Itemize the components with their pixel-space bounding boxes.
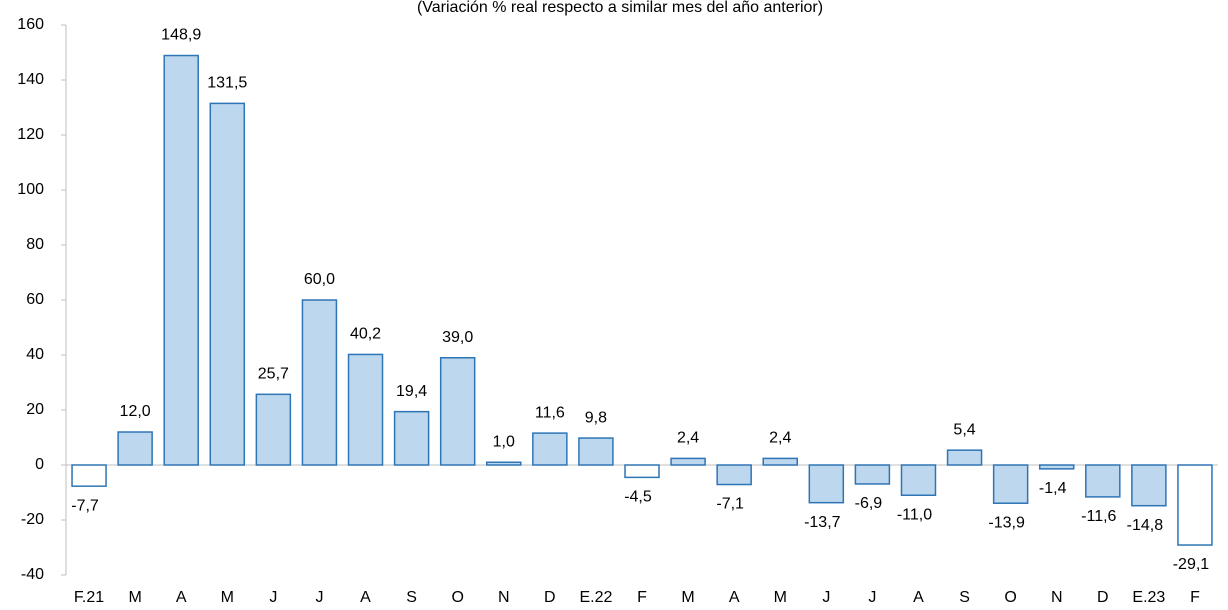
x-tick-label: J <box>315 589 323 606</box>
y-tick-label: 160 <box>17 16 44 33</box>
x-tick-label: N <box>1051 589 1063 606</box>
bar <box>117 431 153 466</box>
x-tick-label: M <box>221 589 234 606</box>
x-tick-label: M <box>774 589 787 606</box>
y-tick-label: 20 <box>26 401 44 418</box>
x-tick-label: J <box>868 589 876 606</box>
y-tick-label: 120 <box>17 126 44 143</box>
x-tick-label: M <box>128 589 141 606</box>
bar <box>532 432 568 466</box>
bar <box>670 457 706 466</box>
x-tick-label: S <box>959 589 970 606</box>
value-label: 12,0 <box>120 403 151 420</box>
value-label: 131,5 <box>207 75 247 92</box>
bar <box>163 54 199 466</box>
value-label: 19,4 <box>396 383 427 400</box>
bar <box>578 437 614 466</box>
value-label: 39,0 <box>442 329 473 346</box>
bar <box>946 449 983 466</box>
value-label: 60,0 <box>304 271 335 288</box>
x-tick-label: D <box>544 589 556 606</box>
value-label: -11,6 <box>1081 508 1116 525</box>
chart-subtitle: (Variación % real respecto a similar mes… <box>417 0 823 16</box>
bar <box>209 102 246 466</box>
x-tick-label: F <box>1190 589 1200 606</box>
x-tick-label: O <box>1004 589 1016 606</box>
value-label: -29,1 <box>1173 556 1210 573</box>
bar <box>762 457 798 466</box>
x-tick-label: A <box>176 589 187 606</box>
value-label: -1,4 <box>1039 480 1067 497</box>
value-label: -13,7 <box>804 514 841 531</box>
y-tick-label: 60 <box>26 291 44 308</box>
x-tick-label: A <box>360 589 371 606</box>
bar <box>900 464 937 496</box>
x-tick-label: F.21 <box>74 589 104 606</box>
value-label: 148,9 <box>161 27 201 44</box>
y-tick-label: 80 <box>26 236 44 253</box>
x-tick-label: A <box>729 589 740 606</box>
bar <box>716 464 752 486</box>
value-label: 11,6 <box>535 404 565 421</box>
value-label: -7,1 <box>716 496 744 513</box>
bar <box>1131 464 1167 507</box>
bar <box>71 464 107 487</box>
value-label: -14,8 <box>1127 517 1164 534</box>
bar <box>854 464 891 485</box>
bar <box>624 464 660 479</box>
y-tick-label: -20 <box>21 511 44 528</box>
bar <box>393 410 430 466</box>
value-label: 9,8 <box>585 409 607 426</box>
bar <box>1177 464 1213 546</box>
x-tick-label: A <box>913 589 924 606</box>
x-tick-label: N <box>498 589 510 606</box>
x-tick-label: O <box>451 589 463 606</box>
bar <box>347 353 384 466</box>
y-tick-label: 100 <box>17 181 44 198</box>
x-tick-label: E.23 <box>1132 589 1165 606</box>
value-label: -6,9 <box>855 495 883 512</box>
value-label: 5,4 <box>953 421 975 438</box>
bar <box>255 393 292 466</box>
bar <box>1038 464 1075 470</box>
y-tick-label: 140 <box>17 71 44 88</box>
value-label: 2,4 <box>677 430 699 447</box>
y-tick-label: -40 <box>21 566 44 583</box>
x-tick-label: M <box>681 589 694 606</box>
x-tick-label: J <box>269 589 277 606</box>
value-label: 40,2 <box>350 326 381 343</box>
bar <box>992 464 1029 504</box>
bar <box>1085 464 1121 498</box>
x-tick-label: E.22 <box>579 589 612 606</box>
x-tick-label: D <box>1097 589 1109 606</box>
value-label: -13,9 <box>988 514 1025 531</box>
bar <box>439 357 476 466</box>
value-label: -11,0 <box>897 506 932 523</box>
bar <box>301 299 338 466</box>
value-label: 1,0 <box>493 433 515 450</box>
x-tick-label: S <box>406 589 417 606</box>
value-label: 2,4 <box>769 430 791 447</box>
y-tick-label: 40 <box>26 346 44 363</box>
value-label: 25,7 <box>258 366 289 383</box>
bar <box>808 464 845 504</box>
x-tick-label: J <box>822 589 830 606</box>
value-label: -7,7 <box>71 497 99 514</box>
y-tick-label: 0 <box>35 456 44 473</box>
x-tick-label: F <box>637 589 647 606</box>
value-label: -4,5 <box>624 489 652 506</box>
bar <box>486 461 522 466</box>
